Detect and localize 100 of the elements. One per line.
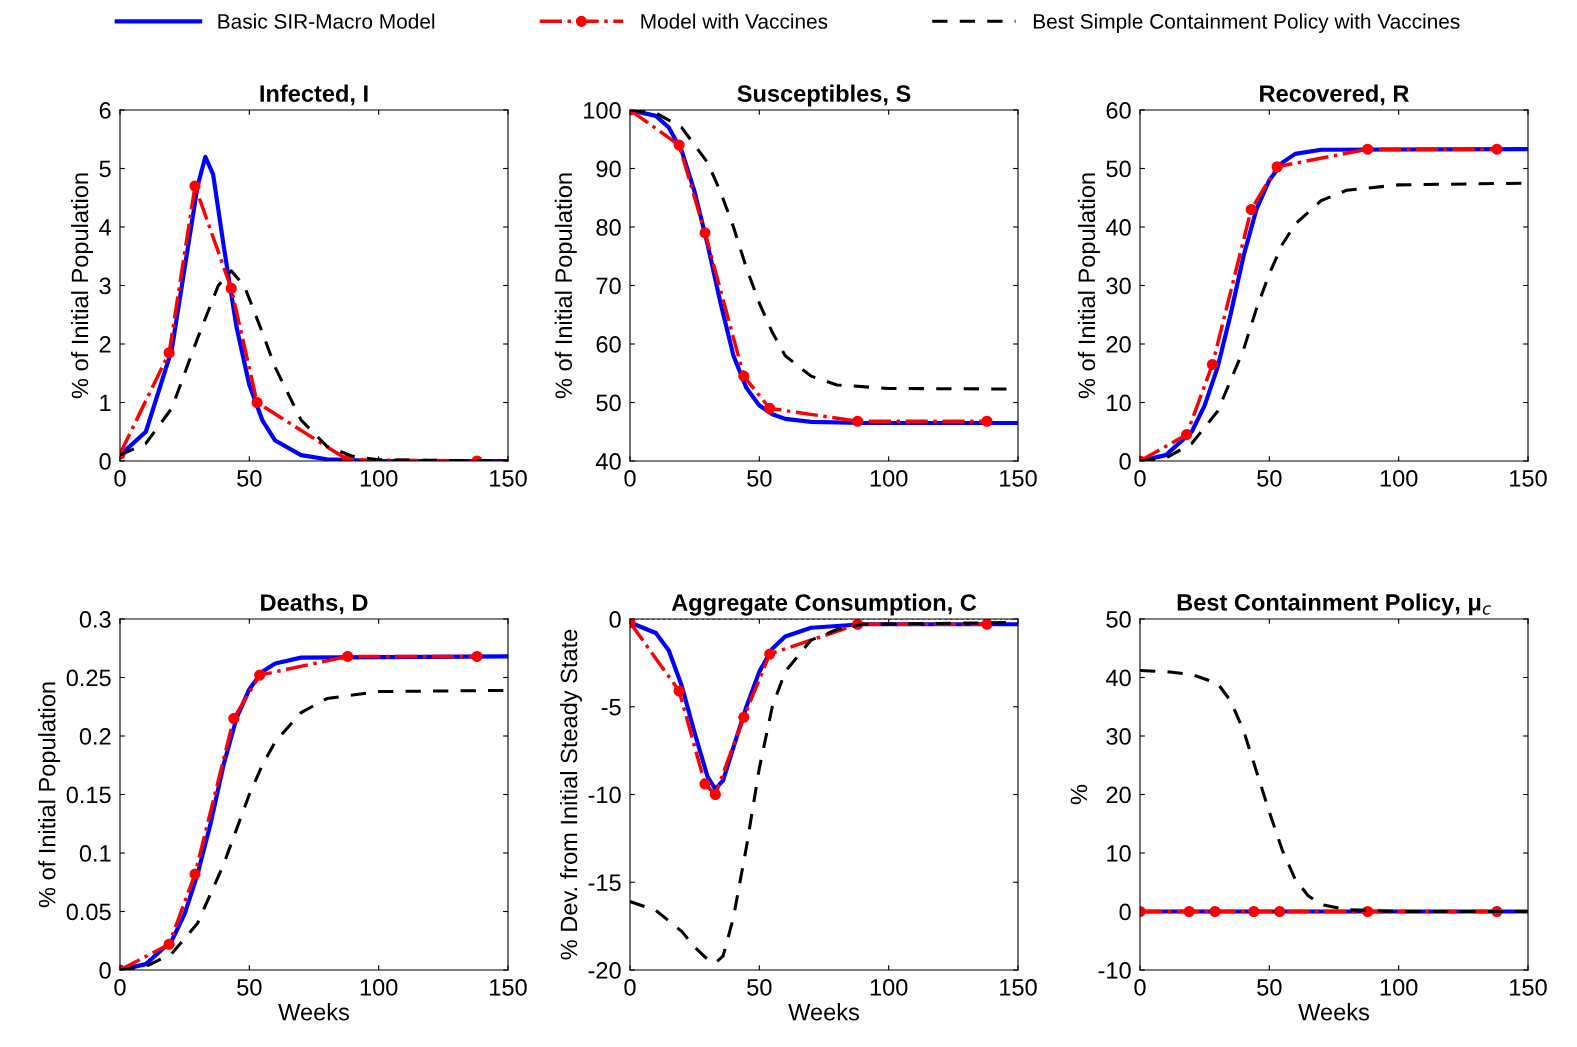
y-tick-label: 80 (596, 219, 621, 236)
y-tick-label: 3 (99, 277, 111, 295)
point (163, 938, 175, 950)
y-tick-label: 60 (596, 336, 621, 353)
x-tick-label: 0 (624, 469, 636, 487)
y-tick-label: 0 (1119, 453, 1131, 470)
x-tick-label: 100 (1380, 469, 1418, 487)
y-tick-label: 40 (595, 453, 621, 470)
point (709, 788, 721, 801)
y-tick-label: 70 (596, 277, 621, 295)
chart-title: Best Containment Policy, μ$_{c}$ (1177, 593, 1491, 616)
point (1206, 358, 1218, 371)
point (228, 712, 240, 725)
chart-title: Recovered, R (1260, 84, 1409, 106)
x-axis-title: Weeks (1298, 1003, 1370, 1021)
x-tick-label: 50 (237, 978, 262, 996)
y-tick-label: -10 (1098, 962, 1131, 979)
y-axis-title: % of Initial Population (1077, 173, 1100, 399)
y-axis-title: % Dev. from Initial Steady State (559, 629, 582, 960)
point (163, 347, 175, 359)
y-tick-label: 40 (1105, 669, 1131, 687)
y-tick-label: 0 (99, 962, 111, 979)
y-tick-label: 10 (1107, 845, 1131, 862)
y-tick-label: 0.25 (66, 669, 111, 687)
x-tick-label: 50 (1257, 978, 1282, 996)
point (764, 648, 776, 660)
y-tick-label: 40 (1105, 219, 1131, 236)
x-tick-label: 150 (1510, 469, 1547, 487)
y-tick-label: 0 (99, 453, 111, 470)
y-tick-label: 5 (99, 160, 111, 178)
y-tick-label: 50 (596, 394, 621, 412)
legend-label: Model with Vaccines (641, 13, 828, 29)
y-tick-label: -20 (588, 962, 621, 979)
y-tick-label: 100 (584, 102, 621, 119)
y-tick-label: 90 (596, 160, 621, 178)
y-axis-title: % (1070, 784, 1088, 805)
y-tick-label: 4 (99, 219, 111, 236)
y-tick-label: 0.1 (79, 845, 111, 862)
y-tick-label: 0 (1119, 903, 1131, 921)
y-axis-title: % of Initial Population (554, 173, 577, 399)
chart-title: Infected, I (260, 84, 368, 106)
x-tick-label: 100 (360, 978, 398, 996)
x-tick-label: 150 (1000, 978, 1037, 996)
y-tick-label: 50 (1106, 160, 1131, 178)
y-tick-label: 0.3 (79, 611, 111, 628)
point (1271, 161, 1283, 173)
point (1362, 143, 1374, 155)
point (673, 685, 685, 697)
point (852, 415, 864, 427)
y-tick-label: 0.15 (66, 786, 111, 804)
x-tick-label: 0 (114, 978, 126, 996)
point (738, 370, 750, 382)
y-tick-label: 1 (100, 394, 111, 412)
point (254, 669, 266, 681)
x-tick-label: 150 (1510, 978, 1547, 996)
x-tick-label: 100 (870, 469, 908, 487)
y-tick-label: 30 (1106, 277, 1131, 295)
y-tick-label: 0 (609, 611, 621, 628)
chart-title: Deaths, D (261, 593, 368, 615)
y-tick-label: 2 (99, 336, 111, 353)
x-axis-title: Weeks (788, 1003, 860, 1021)
point (764, 402, 776, 414)
y-tick-label: 50 (1106, 611, 1131, 628)
x-axis-title: Weeks (278, 1003, 350, 1021)
point (1181, 429, 1193, 441)
x-tick-label: 150 (490, 469, 527, 487)
y-tick-label: 60 (1106, 102, 1131, 119)
legend-label: Basic SIR-Macro Model (218, 13, 435, 29)
x-tick-label: 50 (237, 469, 262, 487)
x-tick-label: 150 (490, 978, 527, 996)
point (342, 650, 354, 662)
x-tick-label: 100 (1380, 978, 1418, 996)
y-tick-label: 6 (99, 102, 111, 119)
y-tick-label: 0.2 (79, 728, 111, 745)
x-tick-label: 100 (360, 469, 398, 487)
point (189, 180, 201, 192)
point (225, 282, 237, 294)
y-axis-title: % of Initial Population (38, 682, 61, 908)
point (699, 778, 711, 790)
y-tick-label: 20 (1106, 786, 1131, 804)
chart-title: Aggregate Consumption, C (671, 593, 977, 616)
chart-title: Susceptibles, S (737, 84, 911, 107)
point (738, 711, 750, 723)
x-tick-label: 0 (1134, 469, 1146, 487)
y-tick-label: 30 (1106, 728, 1131, 745)
x-tick-label: 0 (1134, 978, 1146, 996)
x-tick-label: 50 (1257, 469, 1282, 487)
x-tick-label: 0 (624, 978, 636, 996)
y-tick-label: 10 (1107, 394, 1131, 412)
point (699, 227, 711, 239)
point (1491, 143, 1503, 155)
y-tick-label: 0.05 (66, 903, 111, 921)
y-tick-label: -10 (588, 786, 621, 804)
point (471, 650, 483, 662)
point (981, 415, 993, 427)
point (189, 868, 201, 880)
y-tick-label: -15 (588, 874, 621, 892)
x-tick-label: 150 (1000, 469, 1037, 487)
legend-label: Best Simple Containment Policy with Vaccines (1033, 13, 1460, 33)
point (673, 139, 685, 151)
